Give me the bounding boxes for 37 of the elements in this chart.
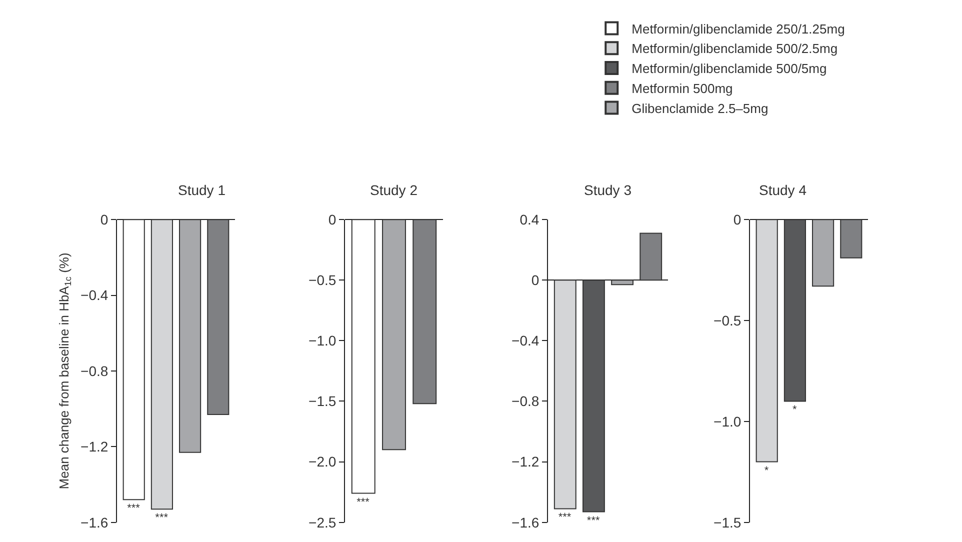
y-tick-label: 0.4 [520,211,540,228]
data-label: *** [127,502,141,515]
legend-label: Metformin/glibenclamide 500/5mg [632,61,827,76]
y-tick-label: −0.4 [80,287,108,304]
y-tick-label: −1.0 [308,332,336,349]
data-label: * [792,404,798,416]
legend-label: Metformin/glibenclamide 500/2.5mg [632,41,838,56]
y-tick-label: −2.0 [308,454,336,470]
legend-label: Glibenclamide 2.5–5mg [632,100,768,116]
chart-title: Study 4 [759,182,807,198]
data-label: *** [586,514,600,527]
chart-title: Study 1 [178,182,226,198]
y-tick-label: 0 [328,211,336,228]
legend-label: Metformin/glibenclamide 250/1.25mg [632,21,845,36]
y-tick-label: −0.4 [512,332,540,349]
y-tick-label: −1.2 [512,454,540,470]
y-tick-label: −1.5 [308,393,336,410]
chart-title: Study 2 [370,182,418,198]
legend-label: Metformin 500mg [632,80,733,96]
data-label: *** [356,496,370,508]
data-label: * [764,464,770,477]
y-tick-label: 0 [733,211,742,228]
y-tick-label: −0.5 [714,312,742,328]
y-tick-label: 0 [100,211,108,228]
y-tick-label: −0.8 [80,362,108,379]
y-tick-label: 0 [531,272,540,288]
y-tick-label: −1.2 [80,438,108,455]
chart-title: Study 3 [584,182,632,198]
y-tick-label: −0.5 [308,272,336,288]
y-tick-label: −1.6 [512,514,540,530]
y-tick-label: −1.6 [80,514,108,530]
y-tick-label: −1.5 [714,514,742,530]
data-label: *** [558,512,572,524]
y-tick-label: −0.8 [512,393,540,410]
y-tick-label: −2.5 [308,514,336,530]
y-tick-label: −1.0 [714,413,742,430]
data-label: *** [155,512,169,524]
